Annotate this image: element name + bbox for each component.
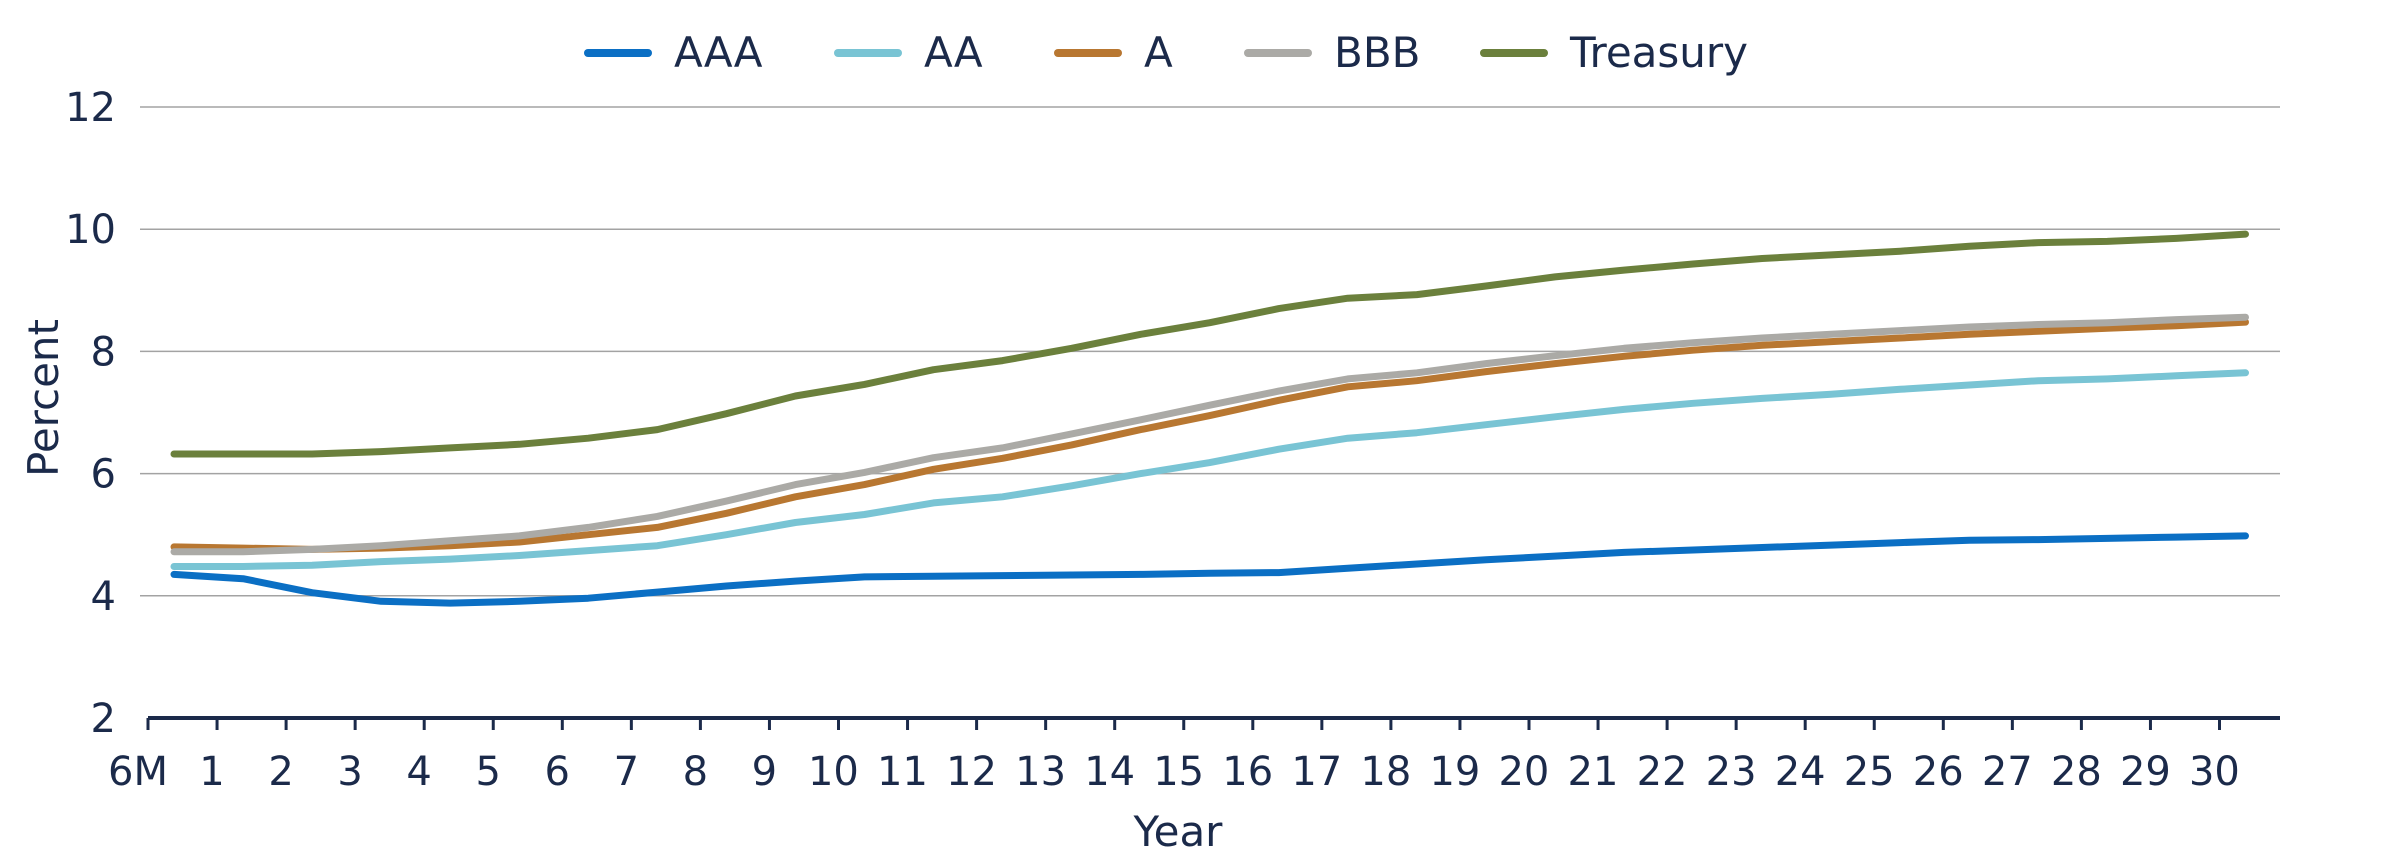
series-line-aa [170, 369, 2249, 570]
legend-label-bbb: BBB [1334, 28, 1420, 77]
x-axis [146, 716, 2280, 730]
x-tick-label: 20 [1498, 749, 1549, 795]
x-tick-label: 12 [946, 749, 997, 795]
legend-label-treasury: Treasury [1569, 28, 1748, 77]
x-tick-label: 29 [2120, 749, 2171, 795]
x-tick-label: 26 [1913, 749, 1964, 795]
x-tick-label: 15 [1153, 749, 1204, 795]
x-tick-label: 9 [752, 749, 777, 795]
x-tick-label: 17 [1291, 749, 1342, 795]
y-tick-label: 6 [91, 452, 116, 498]
legend-label-aa: AA [924, 28, 983, 77]
x-tick-label: 19 [1429, 749, 1480, 795]
y-tick-label: 12 [65, 85, 116, 131]
legend: AAA AA A BBB Treasury [584, 28, 1748, 77]
legend-label-a: A [1144, 28, 1173, 77]
x-tick-label: 28 [2051, 749, 2102, 795]
x-tick-label: 21 [1568, 749, 1619, 795]
x-tick-label: 16 [1222, 749, 1273, 795]
x-tick-label: 18 [1360, 749, 1411, 795]
series-line-aaa [170, 532, 2249, 607]
x-tick-label: 13 [1015, 749, 1066, 795]
y-tick-label: 4 [91, 574, 116, 620]
x-tick-label: 23 [1706, 749, 1757, 795]
x-tick-label: 6 [545, 749, 570, 795]
x-tick-label: 3 [337, 749, 362, 795]
x-tick-label: 30 [2189, 749, 2240, 795]
x-tick-label: 7 [614, 749, 639, 795]
x-tick-label: 11 [877, 749, 928, 795]
x-tick-label: 2 [268, 749, 293, 795]
y-axis-title: Percent [19, 319, 68, 477]
gridlines [140, 106, 2280, 597]
series-line-bbb [170, 313, 2249, 556]
legend-label-aaa: AAA [674, 28, 763, 77]
y-axis-tick-labels: 2 4 6 8 10 12 [65, 85, 116, 742]
x-tick-label: 1 [199, 749, 224, 795]
series-lines [170, 230, 2249, 607]
x-axis-tick-labels: 6M 1 2 3 4 5 6 7 8 9 10 11 12 13 14 15 16 17 18 19 20 21 22 23 2… [108, 749, 2240, 795]
series-line-a [170, 318, 2249, 553]
x-tick-label: 5 [475, 749, 500, 795]
y-tick-label: 10 [65, 207, 116, 253]
x-tick-label: 14 [1084, 749, 1135, 795]
x-tick-label: 8 [683, 749, 708, 795]
series-line-treasury [170, 230, 2249, 458]
x-tick-label: 22 [1637, 749, 1688, 795]
x-axis-title: Year [1133, 807, 1224, 856]
y-tick-label: 2 [91, 696, 116, 742]
x-tick-label: 24 [1775, 749, 1826, 795]
y-tick-label: 8 [91, 329, 116, 375]
x-tick-label: 27 [1982, 749, 2033, 795]
x-tick-label: 10 [808, 749, 859, 795]
x-tick-label: 4 [406, 749, 431, 795]
x-tick-label: 6M [108, 749, 168, 795]
x-tick-label: 25 [1844, 749, 1895, 795]
